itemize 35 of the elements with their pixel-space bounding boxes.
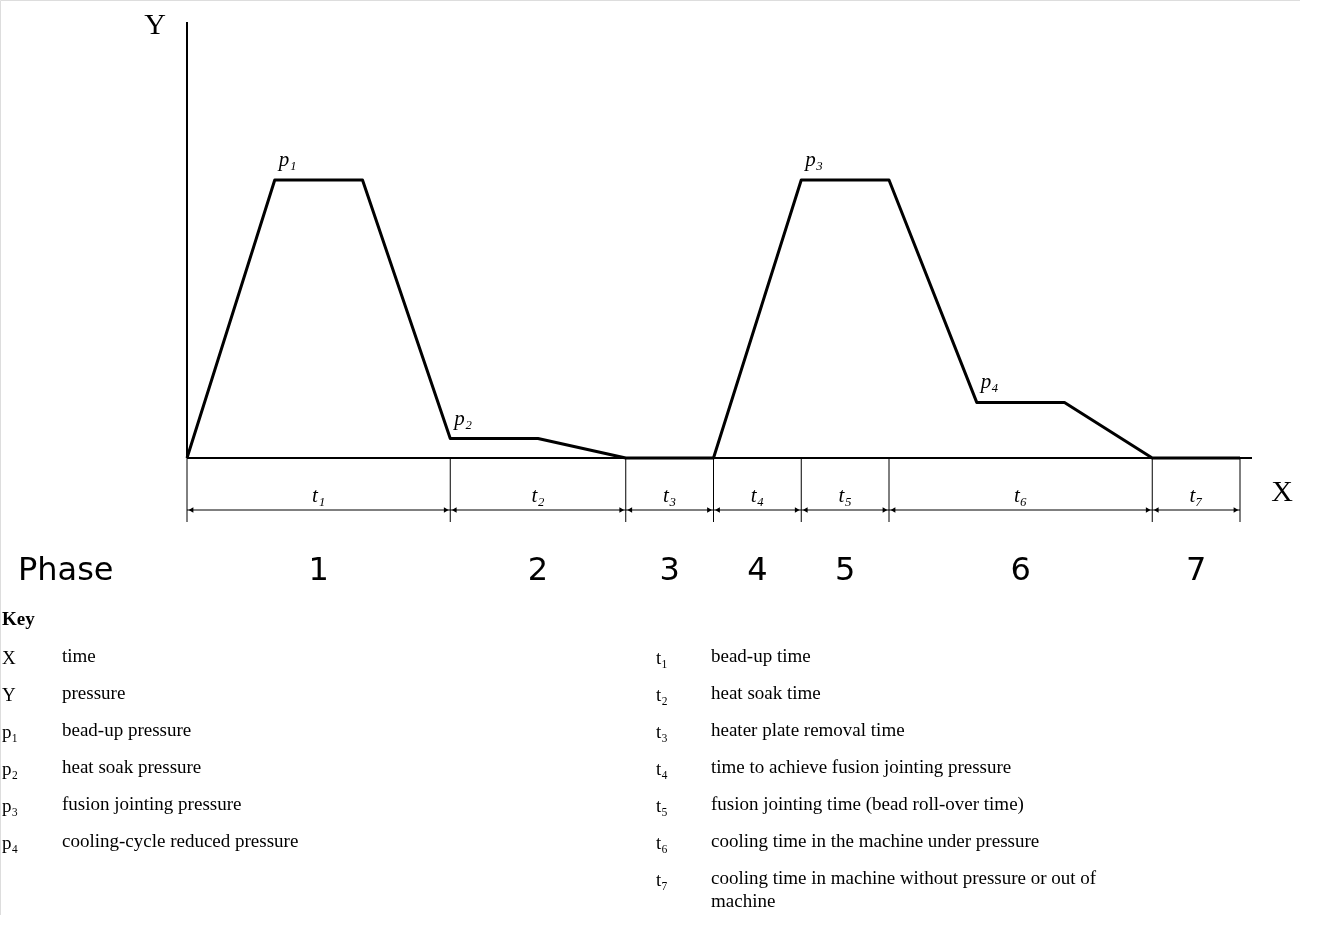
text: t₁ [312, 483, 326, 507]
text: p₁ bead-up pressure [2, 719, 192, 742]
text: Phase [18, 550, 114, 588]
text: Y pressure [2, 682, 126, 705]
text: t₃ heater plate removal time [656, 719, 905, 742]
text: p₃ [803, 147, 824, 171]
text: 3 [659, 550, 680, 588]
text: p₂ heat soak pressure [2, 756, 202, 779]
text: t₅ [838, 483, 852, 507]
text: 1 [308, 550, 329, 588]
text: t₆ [1014, 483, 1028, 507]
text: p₃ fusion jointing pressure [2, 793, 242, 816]
text: 2 [527, 550, 549, 588]
text: 4 [747, 550, 768, 588]
text: t₄ time to achieve fusion jointing pressure [656, 756, 1012, 779]
text: t₁ bead-up time [656, 645, 811, 668]
annotation: p₄ [978, 369, 999, 394]
text: 5 [834, 550, 856, 588]
text: t₆ cooling time in the machine under pressure [656, 830, 1040, 853]
text: t₃ [663, 483, 677, 507]
x-axis-title: X [1271, 474, 1294, 507]
text: t₄ [750, 483, 764, 507]
text: t₅ fusion jointing time (bead roll-over time) [656, 793, 1024, 816]
text: t₇ cooling time in machine without pressure or out of machine [656, 867, 1097, 911]
annotation: p₂ [452, 405, 473, 430]
text: t₂ heat soak time [656, 682, 821, 705]
text: t₂ [531, 483, 545, 507]
text: X time [2, 645, 96, 668]
text: 7 [1185, 550, 1207, 588]
y-axis-title: Y [144, 7, 166, 40]
text: p₄ cooling-cycle reduced pressure [2, 830, 299, 853]
text: p₁ [276, 147, 297, 171]
text: t₇ [1189, 483, 1203, 507]
text: 6 [1010, 550, 1031, 588]
text: Key [2, 608, 36, 629]
